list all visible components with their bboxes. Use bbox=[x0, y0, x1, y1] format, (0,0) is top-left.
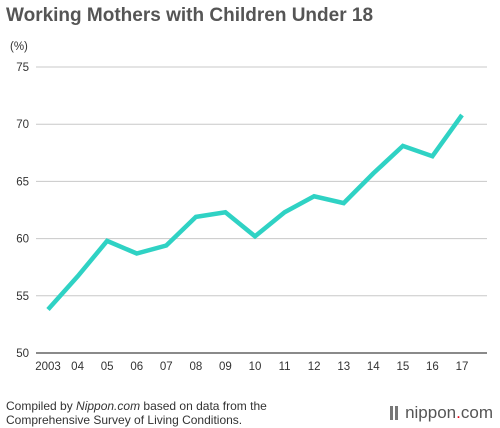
brand-mark-icon bbox=[390, 406, 400, 420]
x-tick-label: 17 bbox=[456, 361, 469, 373]
source-note-line1: Compiled by Nippon.com based on data fro… bbox=[6, 399, 267, 413]
x-tick-label: 04 bbox=[71, 361, 84, 373]
x-tick-label: 11 bbox=[279, 361, 291, 373]
brand-dot: . bbox=[456, 403, 461, 422]
x-tick-label: 08 bbox=[189, 361, 202, 373]
x-tick-label: 12 bbox=[308, 361, 321, 373]
y-axis-ticks: 50 55 60 65 70 75 bbox=[16, 62, 29, 360]
x-tick-label: 06 bbox=[130, 361, 143, 373]
line-chart: 50 55 60 65 70 75 (%) 2003 04 05 06 07 08 09 10 11 12 1… bbox=[10, 41, 487, 373]
x-tick-label: 13 bbox=[337, 361, 350, 373]
brand-name-part1: nippon bbox=[405, 403, 457, 422]
series-layer bbox=[46, 113, 464, 311]
brand-name-part2: com bbox=[460, 403, 493, 422]
x-tick-label: 07 bbox=[160, 361, 173, 373]
y-tick-label: 65 bbox=[16, 176, 29, 188]
source-suffix: based on data from the bbox=[140, 399, 267, 413]
x-tick-label: 2003 bbox=[35, 361, 61, 373]
x-tick-label: 16 bbox=[426, 361, 439, 373]
x-tick-label: 14 bbox=[367, 361, 380, 373]
series-line bbox=[46, 113, 464, 311]
y-tick-label: 75 bbox=[16, 62, 29, 74]
x-axis-ticks: 2003 04 05 06 07 08 09 10 11 12 13 14 15 16 17 bbox=[35, 361, 468, 373]
x-tick-label: 05 bbox=[101, 361, 114, 373]
y-tick-label: 50 bbox=[16, 348, 29, 360]
y-tick-label: 70 bbox=[16, 119, 29, 131]
source-name: Nippon.com bbox=[76, 399, 141, 413]
y-axis-unit-label: (%) bbox=[10, 41, 28, 53]
source-note: Compiled by Nippon.com based on data fro… bbox=[6, 399, 267, 427]
x-tick-label: 10 bbox=[249, 361, 262, 373]
x-tick-label: 15 bbox=[396, 361, 409, 373]
source-note-line2: Comprehensive Survey of Living Condition… bbox=[6, 413, 243, 427]
x-tick-label: 09 bbox=[219, 361, 232, 373]
chart-title: Working Mothers with Children Under 18 bbox=[6, 5, 374, 26]
source-prefix: Compiled by bbox=[6, 399, 77, 413]
y-tick-label: 60 bbox=[16, 234, 29, 246]
brand-logo: nippon. com bbox=[390, 403, 493, 423]
y-tick-label: 55 bbox=[16, 291, 29, 303]
grid-lines bbox=[36, 66, 487, 354]
